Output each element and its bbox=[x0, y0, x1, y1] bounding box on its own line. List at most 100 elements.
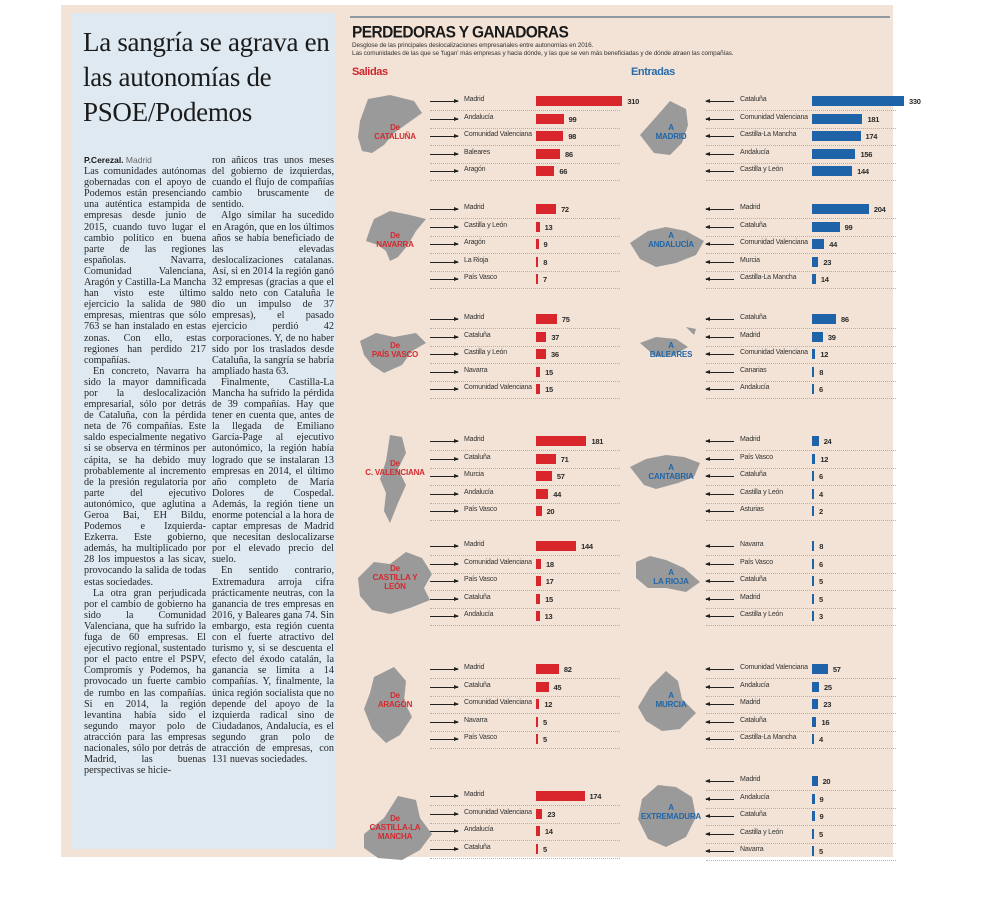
bar-value-label: 4 bbox=[819, 489, 823, 499]
arrow-left-icon bbox=[705, 849, 734, 853]
category-label: Cataluña bbox=[740, 811, 767, 818]
bar-value-label: 39 bbox=[827, 332, 836, 342]
article-headline: La sangría se agrava en las autonomías d… bbox=[83, 27, 330, 127]
bar-value-label: 23 bbox=[823, 700, 832, 709]
bar-row: Comunidad Valenciana 15 bbox=[430, 381, 620, 399]
bar-value-label: 72 bbox=[561, 205, 569, 214]
bar bbox=[536, 506, 542, 516]
bar-value-label: 15 bbox=[545, 385, 553, 394]
bar bbox=[536, 366, 541, 377]
arrow-left-icon bbox=[705, 474, 734, 478]
bar-row: Cataluña 37 bbox=[430, 329, 620, 347]
region-outline bbox=[358, 552, 432, 614]
arrow-left-icon bbox=[705, 702, 734, 706]
article-paragraph: La otra gran perjudicada por el cambio d… bbox=[84, 587, 206, 777]
bar bbox=[536, 256, 539, 267]
bar-value-label: 2 bbox=[819, 507, 823, 516]
region-map: A MADRID bbox=[626, 93, 716, 203]
bar bbox=[536, 204, 557, 214]
bar bbox=[812, 366, 815, 377]
region-label-name: NAVARRA bbox=[376, 240, 414, 249]
bar-value-label: 9 bbox=[819, 812, 824, 821]
arrow-right-icon bbox=[430, 151, 459, 156]
arrow-left-icon bbox=[705, 561, 734, 566]
region-label: A MURCIA bbox=[626, 691, 716, 709]
bar bbox=[536, 734, 538, 744]
bar-value-label: 99 bbox=[844, 222, 853, 232]
region-map: De NAVARRA bbox=[350, 201, 440, 311]
region-map-shape bbox=[358, 95, 422, 153]
entradas-heading: Entradas bbox=[631, 66, 675, 78]
bar bbox=[812, 436, 819, 446]
bar bbox=[812, 699, 819, 709]
bar-row: Cataluña 99 bbox=[705, 219, 896, 237]
region-outline bbox=[638, 785, 696, 847]
bar-row: Madrid 5 bbox=[705, 591, 896, 609]
region-map-shape bbox=[638, 671, 696, 731]
bar-row: Cataluña 9 bbox=[705, 808, 896, 826]
bar bbox=[536, 239, 539, 249]
category-label: País Vasco bbox=[464, 576, 497, 583]
bar-row: Madrid 82 bbox=[430, 661, 620, 679]
bar-value-label: 45 bbox=[553, 682, 562, 692]
bar-row: Castilla y León 5 bbox=[705, 826, 896, 844]
bar bbox=[812, 716, 817, 727]
arrow-right-icon bbox=[430, 259, 459, 264]
infographic-subtitle: Desglose de las principales deslocalizac… bbox=[352, 42, 594, 49]
bar-row: Castilla y León 36 bbox=[430, 346, 620, 364]
bar-value-label: 57 bbox=[556, 472, 565, 481]
arrow-right-icon bbox=[430, 811, 459, 816]
bar-row: Murcia 23 bbox=[705, 254, 896, 272]
bar bbox=[812, 471, 814, 481]
bar bbox=[812, 314, 836, 324]
category-label: Comunidad Valenciana bbox=[464, 699, 532, 706]
bar bbox=[812, 811, 815, 821]
bar bbox=[812, 349, 816, 359]
arrow-left-icon bbox=[705, 99, 734, 103]
bar-value-label: 44 bbox=[553, 489, 562, 499]
arrow-left-icon bbox=[705, 352, 734, 356]
bar bbox=[536, 791, 585, 801]
bar-row: Navarra 5 bbox=[430, 714, 620, 732]
bar-value-label: 144 bbox=[857, 167, 869, 176]
bar-value-label: 5 bbox=[543, 735, 547, 744]
region-map: De ARAGÓN bbox=[350, 661, 440, 771]
region-map-shape bbox=[630, 455, 700, 489]
bar bbox=[536, 558, 542, 569]
bar-value-label: 144 bbox=[581, 542, 593, 551]
bar bbox=[812, 239, 825, 249]
region-label-prefix: De bbox=[390, 814, 400, 823]
arrow-right-icon bbox=[430, 369, 459, 374]
category-label: Comunidad Valenciana bbox=[464, 808, 532, 816]
bar bbox=[812, 256, 819, 267]
region-map-shape bbox=[630, 227, 704, 267]
chart-panel-cataluña: De CATALUÑA Madrid 310 Andalucía 99 Comunidad … bbox=[350, 93, 639, 203]
arrow-left-icon bbox=[705, 207, 734, 211]
bar-row: Navarra 15 bbox=[430, 364, 620, 382]
byline-author: P.Cerezal. bbox=[84, 155, 124, 165]
bar-row: Castilla y León 144 bbox=[705, 163, 896, 181]
arrow-left-icon bbox=[705, 719, 734, 724]
bar-value-label: 156 bbox=[860, 149, 873, 159]
bar-value-label: 20 bbox=[546, 507, 555, 516]
bar-value-label: 181 bbox=[591, 437, 604, 446]
region-label-prefix: A bbox=[668, 803, 674, 812]
bar-value-label: 13 bbox=[544, 612, 553, 621]
region-map: De PAÍS VASCO bbox=[350, 311, 440, 421]
bar-row: Madrid 24 bbox=[705, 433, 896, 451]
region-map-shape bbox=[640, 101, 688, 155]
arrow-left-icon bbox=[705, 242, 734, 246]
category-label: Castilla y León bbox=[740, 166, 783, 173]
arrow-right-icon bbox=[430, 334, 459, 339]
bar bbox=[812, 204, 869, 214]
bar-value-label: 3 bbox=[819, 612, 823, 621]
bar-row: País Vasco 5 bbox=[430, 731, 620, 749]
bar-row: Castilla y León 3 bbox=[705, 608, 896, 626]
byline: P.Cerezal. Madrid bbox=[84, 155, 206, 166]
bar-value-label: 5 bbox=[819, 829, 823, 839]
bar-value-label: 204 bbox=[873, 205, 886, 214]
bar-row: Castilla-La Mancha 14 bbox=[705, 271, 896, 289]
arrow-left-icon bbox=[705, 579, 734, 583]
category-label: Cataluña bbox=[464, 331, 491, 339]
bar-row: Cataluña 330 bbox=[705, 93, 921, 111]
